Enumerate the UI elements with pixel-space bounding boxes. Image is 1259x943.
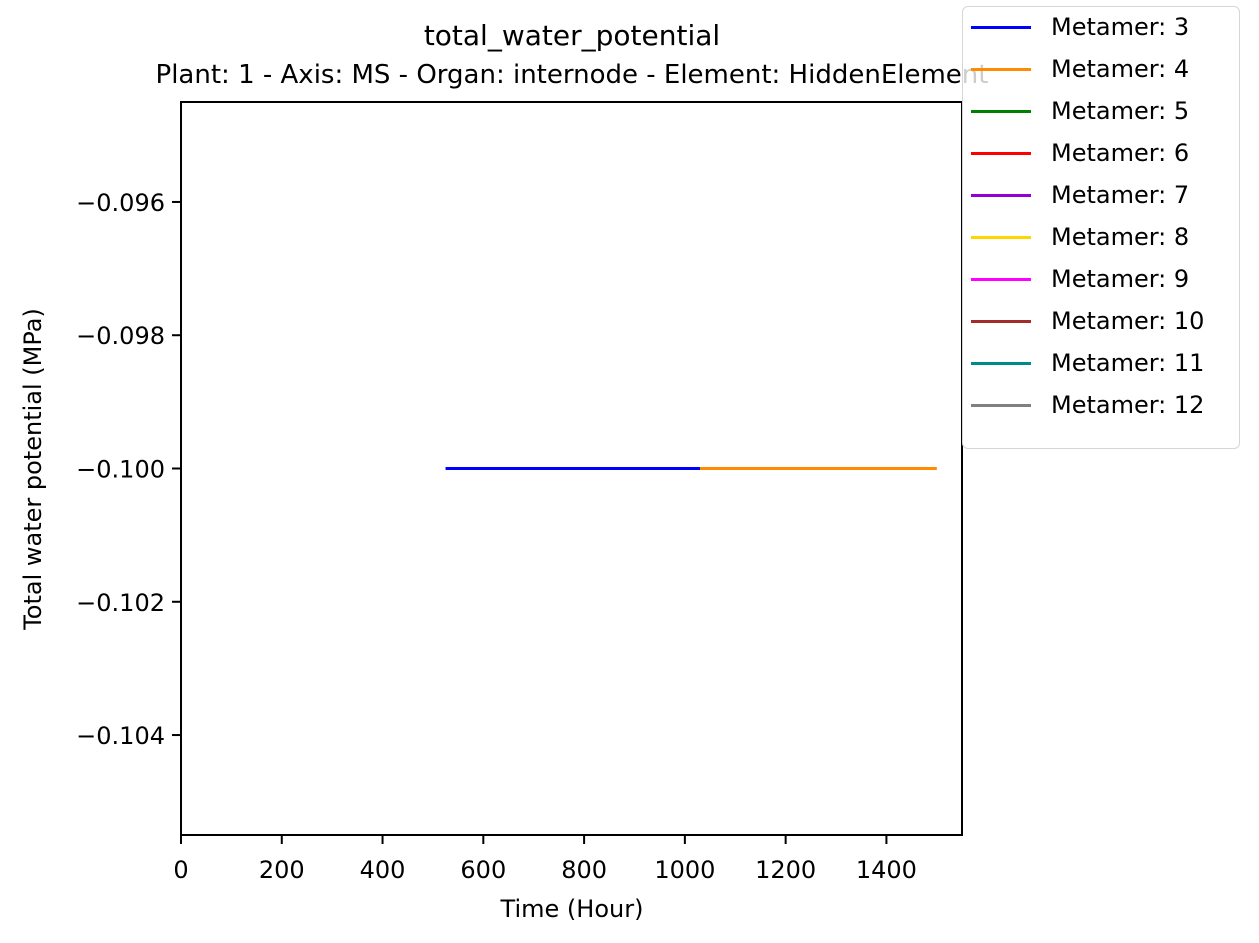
legend-item: Metamer: 3 (971, 12, 1241, 42)
legend-item: Metamer: 4 (971, 54, 1241, 84)
chart-subtitle: Plant: 1 - Axis: MS - Organ: internode -… (156, 60, 989, 90)
legend-swatch (971, 235, 1031, 239)
legend-item: Metamer: 11 (971, 348, 1241, 378)
legend-label: Metamer: 5 (1051, 97, 1190, 125)
legend-label: Metamer: 6 (1051, 139, 1190, 167)
y-axis-label: Total water potential (MPa) (19, 308, 47, 631)
legend-label: Metamer: 8 (1051, 223, 1190, 251)
legend-swatch (971, 109, 1031, 113)
legend-label: Metamer: 7 (1051, 181, 1190, 209)
x-tick-label: 0 (173, 856, 188, 884)
x-axis-label: Time (Hour) (500, 895, 644, 923)
legend-label: Metamer: 11 (1051, 349, 1205, 377)
y-tick-label: −0.102 (76, 589, 165, 617)
y-tick-label: −0.098 (76, 322, 165, 350)
legend-item: Metamer: 9 (971, 264, 1241, 294)
legend-label: Metamer: 10 (1051, 307, 1205, 335)
y-axis: −0.104 −0.102 −0.100 −0.098 −0.096 (76, 189, 181, 750)
y-tick-label: −0.104 (76, 722, 165, 750)
legend-label: Metamer: 9 (1051, 265, 1190, 293)
legend-swatch (971, 151, 1031, 155)
legend-swatch (971, 319, 1031, 323)
legend-label: Metamer: 4 (1051, 55, 1190, 83)
legend-swatch (971, 403, 1031, 407)
legend-item: Metamer: 5 (971, 96, 1241, 126)
x-tick-label: 1400 (856, 856, 917, 884)
x-tick-label: 400 (360, 856, 406, 884)
x-tick-label: 800 (561, 856, 607, 884)
legend-swatch (971, 277, 1031, 281)
legend: Metamer: 3 Metamer: 4 Metamer: 5 Metamer: 6… (962, 6, 1240, 449)
legend-label: Metamer: 12 (1051, 391, 1205, 419)
x-tick-label: 1200 (755, 856, 816, 884)
y-tick-label: −0.096 (76, 189, 165, 217)
x-tick-label: 600 (460, 856, 506, 884)
legend-item: Metamer: 12 (971, 390, 1241, 420)
x-axis: 0 200 400 600 800 1000 1200 1400 (173, 835, 917, 884)
legend-swatch (971, 67, 1031, 71)
legend-swatch (971, 361, 1031, 365)
chart-title: total_water_potential (424, 19, 720, 52)
x-tick-label: 1000 (654, 856, 715, 884)
legend-item: Metamer: 6 (971, 138, 1241, 168)
y-tick-label: −0.100 (76, 456, 165, 484)
legend-swatch (971, 25, 1031, 29)
legend-item: Metamer: 7 (971, 180, 1241, 210)
legend-label: Metamer: 3 (1051, 13, 1190, 41)
legend-item: Metamer: 8 (971, 222, 1241, 252)
legend-swatch (971, 193, 1031, 197)
x-tick-label: 200 (259, 856, 305, 884)
legend-item: Metamer: 10 (971, 306, 1241, 336)
